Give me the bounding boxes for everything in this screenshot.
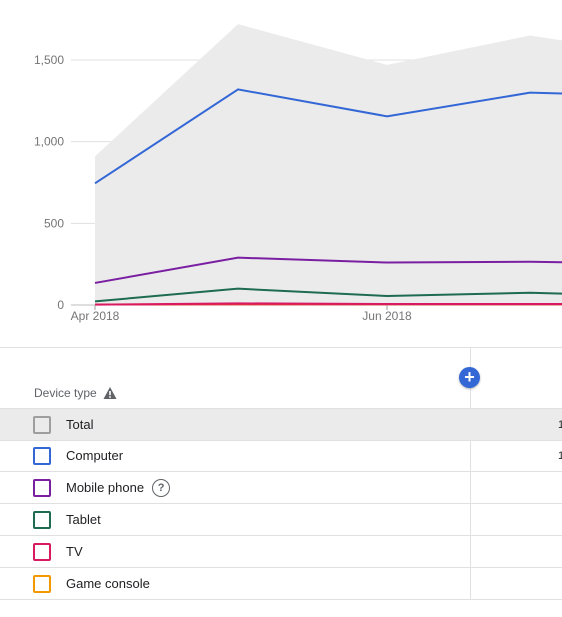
device-type-header-label: Device type bbox=[34, 386, 97, 400]
table-row-tablet[interactable]: Tablet bbox=[0, 504, 562, 536]
checkbox-total[interactable] bbox=[33, 415, 51, 434]
table-row-game-console[interactable]: Game console bbox=[0, 568, 562, 600]
row-label-text: TV bbox=[66, 544, 83, 559]
series-line-tablet bbox=[94, 287, 562, 303]
device-type-chart: 0 500 1,000 1,500 Apr 2018 Jun 2018 bbox=[34, 24, 562, 323]
device-type-header[interactable]: Device type bbox=[34, 386, 117, 400]
row-value-cell: 1 bbox=[558, 449, 562, 462]
checkbox-tv[interactable] bbox=[33, 542, 51, 561]
row-label-text: Game console bbox=[66, 576, 150, 591]
chart-table-divider bbox=[0, 347, 562, 348]
y-tick-label: 1,000 bbox=[34, 135, 64, 149]
checkbox-mobile-phone[interactable] bbox=[33, 478, 51, 497]
row-label-text: Total bbox=[66, 417, 94, 432]
table-column-divider bbox=[470, 348, 471, 600]
warning-icon[interactable] bbox=[103, 386, 117, 400]
row-label-computer: Computer bbox=[66, 448, 123, 463]
series-line-mobile-phone bbox=[94, 256, 562, 284]
x-tick-label: Apr 2018 bbox=[71, 309, 120, 323]
row-label-tv: TV bbox=[66, 544, 83, 559]
table-row-total[interactable]: Total 1 bbox=[0, 408, 562, 441]
table-row-computer[interactable]: Computer 1 bbox=[0, 440, 562, 472]
checkbox-computer[interactable] bbox=[33, 446, 51, 465]
x-tick-label: Jun 2018 bbox=[362, 309, 412, 323]
table-row-tv[interactable]: TV bbox=[0, 536, 562, 568]
row-label-text: Tablet bbox=[66, 512, 101, 527]
y-tick-label: 1,500 bbox=[34, 53, 64, 67]
row-value-cell: 1 bbox=[558, 418, 562, 431]
y-tick-label: 500 bbox=[44, 216, 64, 230]
checkbox-game-console[interactable] bbox=[33, 574, 51, 593]
chart-svg: 0 500 1,000 1,500 Apr 2018 Jun 2018 bbox=[34, 24, 562, 323]
row-label-mobile-phone: Mobile phone? bbox=[66, 478, 171, 497]
range-band bbox=[95, 24, 562, 305]
row-label-text: Computer bbox=[66, 448, 124, 463]
help-icon[interactable]: ? bbox=[152, 478, 171, 497]
row-label-game-console: Game console bbox=[66, 576, 150, 591]
checkbox-tablet[interactable] bbox=[33, 510, 51, 529]
row-label-total: Total bbox=[66, 417, 93, 432]
row-label-tablet: Tablet bbox=[66, 512, 101, 527]
y-tick-label: 0 bbox=[57, 298, 64, 312]
table-row-mobile-phone[interactable]: Mobile phone? bbox=[0, 472, 562, 504]
series-line-computer bbox=[94, 88, 562, 185]
series-line-tv bbox=[94, 302, 562, 306]
row-label-text: Mobile phone bbox=[66, 480, 145, 495]
add-metric-button[interactable]: + bbox=[459, 367, 480, 388]
